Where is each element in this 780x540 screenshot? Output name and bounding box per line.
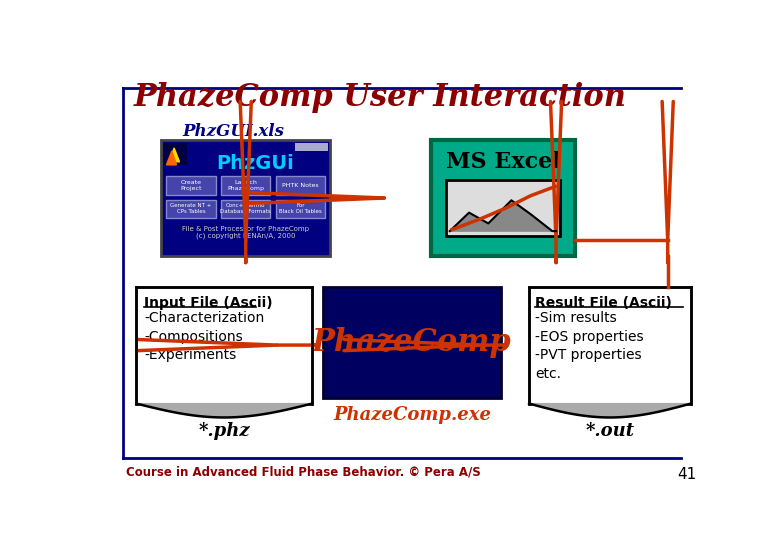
Text: PhazeComp: PhazeComp (312, 327, 512, 358)
Text: Create
Project: Create Project (180, 180, 202, 191)
Text: For
Black Oil Tables: For Black Oil Tables (279, 204, 322, 214)
FancyBboxPatch shape (276, 200, 325, 218)
FancyBboxPatch shape (431, 140, 576, 256)
FancyBboxPatch shape (529, 287, 691, 403)
Text: Generate NT +
CPs Tables: Generate NT + CPs Tables (170, 204, 211, 214)
Text: -EOS properties: -EOS properties (535, 330, 644, 343)
Text: etc.: etc. (535, 367, 562, 381)
FancyBboxPatch shape (221, 177, 271, 195)
Text: PhzGUi: PhzGUi (216, 154, 294, 173)
FancyBboxPatch shape (323, 287, 502, 398)
Polygon shape (166, 151, 176, 165)
FancyBboxPatch shape (276, 177, 325, 195)
Text: PhazeComp.exe: PhazeComp.exe (333, 406, 491, 424)
Polygon shape (168, 148, 179, 162)
Text: *.out: *.out (586, 422, 634, 440)
FancyBboxPatch shape (166, 177, 216, 195)
FancyBboxPatch shape (446, 180, 560, 236)
Polygon shape (450, 200, 556, 231)
Text: -Experiments: -Experiments (144, 348, 236, 362)
Polygon shape (529, 403, 691, 417)
FancyBboxPatch shape (221, 200, 271, 218)
Text: (c) copyright PENAn/A, 2000: (c) copyright PENAn/A, 2000 (196, 233, 296, 239)
Text: PhazeComp User Interaction: PhazeComp User Interaction (134, 82, 627, 113)
Text: -PVT properties: -PVT properties (535, 348, 642, 362)
Text: -Characterization: -Characterization (144, 311, 264, 325)
Text: -Compositions: -Compositions (144, 330, 243, 343)
Text: Conc+Thermo
Database Formats: Conc+Thermo Database Formats (221, 204, 271, 214)
Text: Course in Advanced Fluid Phase Behavior. © Pera A/S: Course in Advanced Fluid Phase Behavior.… (126, 465, 481, 478)
FancyBboxPatch shape (295, 143, 328, 151)
FancyBboxPatch shape (166, 200, 216, 218)
FancyBboxPatch shape (164, 143, 187, 165)
FancyBboxPatch shape (136, 287, 312, 403)
Text: Launch
PhazeComp: Launch PhazeComp (227, 180, 264, 191)
Text: Result File (Ascii): Result File (Ascii) (535, 296, 672, 310)
Text: *.phz: *.phz (198, 422, 250, 440)
Text: MS Excel: MS Excel (445, 151, 560, 173)
FancyBboxPatch shape (161, 140, 331, 256)
Text: -Sim results: -Sim results (535, 311, 617, 325)
Text: File & Post Processor for PhazeComp: File & Post Processor for PhazeComp (183, 226, 309, 233)
Text: 41: 41 (677, 467, 697, 482)
Text: PhzGUI.xls: PhzGUI.xls (183, 123, 285, 139)
Text: Input File (Ascii): Input File (Ascii) (144, 296, 273, 310)
Polygon shape (136, 403, 312, 417)
Text: PHTK Notes: PHTK Notes (282, 183, 319, 188)
